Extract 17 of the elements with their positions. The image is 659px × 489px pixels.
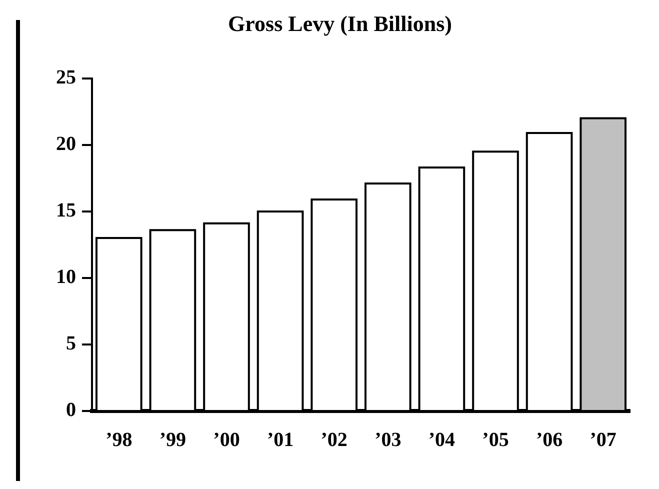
y-tick-label: 0 bbox=[66, 399, 76, 422]
y-tick-label: 15 bbox=[56, 200, 76, 222]
x-tick-label: ’02 bbox=[320, 429, 348, 452]
x-tick-label: ’06 bbox=[536, 429, 563, 452]
y-tick-label: 20 bbox=[56, 133, 76, 156]
y-tick-label: 5 bbox=[66, 332, 76, 355]
x-tick-label: ’03 bbox=[374, 429, 402, 452]
x-tick-label: ’99 bbox=[159, 429, 186, 452]
x-tick-label: ’04 bbox=[428, 429, 456, 452]
x-tick-label: ’07 bbox=[590, 429, 616, 452]
chart-title: Gross Levy (In Billions) bbox=[228, 10, 452, 36]
x-tick-label: ’01 bbox=[266, 429, 294, 452]
y-tick-label: 10 bbox=[56, 266, 76, 288]
x-tick-label: ’98 bbox=[106, 429, 132, 452]
y-tick-label: 25 bbox=[56, 66, 76, 89]
x-tick-label: ’00 bbox=[213, 429, 240, 452]
x-tick-label: ’05 bbox=[482, 429, 509, 452]
